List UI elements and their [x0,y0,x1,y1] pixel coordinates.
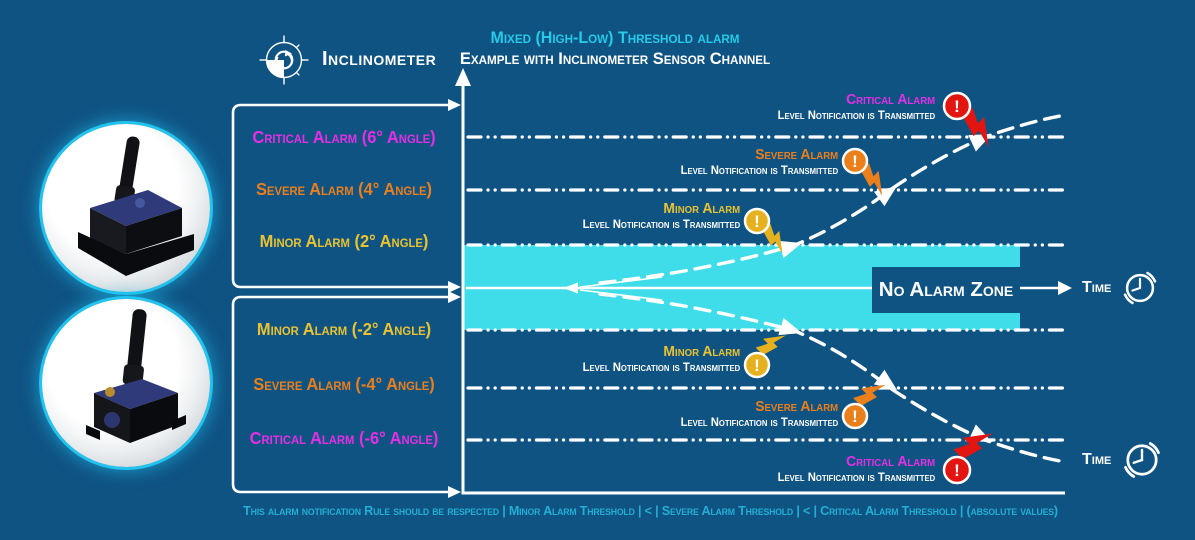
exclamation-glyph: ! [954,97,960,116]
notification-name: Critical Alarm [845,92,935,108]
device-top-face [90,190,182,226]
notification-minor-high: Minor Alarm Level Notification is Transm… [582,201,740,231]
time-label-bottom: Time [1082,438,1164,482]
inclinometer-device-illustration [86,309,186,443]
notification-name: Minor Alarm [663,201,740,217]
device-antenna [126,309,147,380]
notification-name: Critical Alarm [845,454,935,470]
device-port [135,198,145,208]
footnote: This alarm notification Rule should be r… [243,503,1058,518]
device-base [78,232,194,276]
time-text: Time [1082,279,1112,296]
clock-icon [1124,442,1161,478]
notification-critical-low: Critical Alarm Level Notification is Tra… [777,454,935,484]
notification-detail: Level Notification is Transmitted [680,163,838,177]
threshold-label-critical-high: Critical Alarm (6° Angle) [252,127,436,147]
exclamation-glyph: ! [754,212,760,231]
exclamation-glyph: ! [754,356,760,375]
exclamation-glyph: ! [852,152,858,171]
inclinometer-device-illustration [78,136,194,276]
crosshair-target-icon [259,35,309,85]
threshold-label-minor-high: Minor Alarm (2° Angle) [259,231,429,251]
title-secondary: Example with Inclinometer Sensor Channel [459,49,771,68]
time-text: Time [1082,451,1112,468]
threshold-label-severe-low: Severe Alarm (-4° Angle) [253,374,435,394]
notification-detail: Level Notification is Transmitted [777,108,935,122]
crosshair-ticks [259,35,309,85]
title-primary: Mixed (High-Low) Threshold alarm [490,29,740,47]
notification-severe-low: Severe Alarm Level Notification is Trans… [680,399,838,429]
device-photo-top [42,124,210,292]
notification-detail: Level Notification is Transmitted [777,470,935,484]
threshold-label-severe-high: Severe Alarm (4° Angle) [255,179,433,199]
notification-name: Severe Alarm [755,399,838,415]
time-label-middle: Time [1082,268,1160,308]
no-alarm-zone-label: No Alarm Zone [872,267,1020,313]
exclamation-glyph: ! [852,407,858,426]
threshold-label-minor-low: Minor Alarm (-2° Angle) [256,319,432,339]
device-photo-bottom [42,299,210,467]
threshold-label-critical-low: Critical Alarm (-6° Angle) [249,428,439,448]
notification-critical-high: Critical Alarm Level Notification is Tra… [777,92,935,122]
device-emblem [104,412,120,428]
brand-name: Inclinometer [322,48,437,70]
device-front-face [90,208,126,254]
device-top-face [94,379,178,409]
axis-up-arrowhead [455,68,471,86]
notification-detail: Level Notification is Transmitted [680,415,838,429]
device-side-face [130,393,178,443]
page-title: Mixed (High-Low) Threshold alarm Example… [426,28,804,69]
device-gold-connector [105,387,115,397]
notification-detail: Level Notification is Transmitted [582,360,740,374]
crosshair-quadrant [266,60,284,78]
device-foot-right [172,415,186,430]
notification-name: Severe Alarm [755,147,838,163]
exclamation-glyph: ! [954,461,960,480]
notification-severe-high: Severe Alarm Level Notification is Trans… [680,147,838,177]
device-foot-left [86,425,100,440]
rotation-arrowhead [284,49,292,57]
notification-minor-low: Minor Alarm Level Notification is Transm… [582,344,740,374]
clock-icon [1124,271,1157,305]
notification-detail: Level Notification is Transmitted [582,217,740,231]
notification-name: Minor Alarm [663,344,740,360]
device-side-face [126,208,182,254]
